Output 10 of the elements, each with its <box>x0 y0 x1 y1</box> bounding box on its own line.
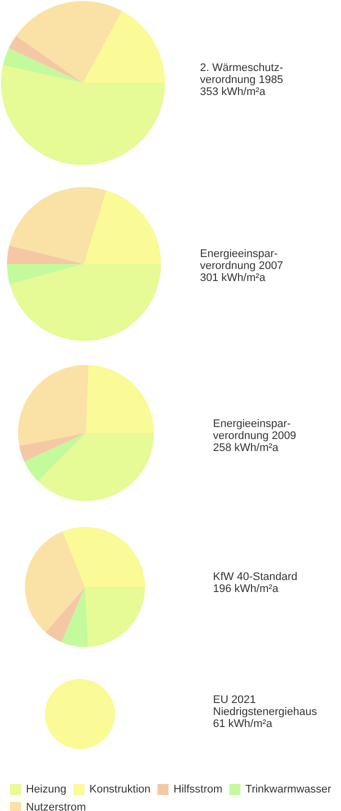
legend-label: Nutzerstrom <box>26 802 86 811</box>
slice-label: KfW 40-Standard 196 kWh/m²a <box>213 571 298 595</box>
legend-label: Heizung <box>26 784 66 796</box>
legend-label: Hilfsstrom <box>174 784 222 796</box>
slice-label: EU 2021 Niedrigstenergiehaus 61 kWh/m²a <box>213 694 318 730</box>
legend-label: Trinkwarmwasser <box>245 784 332 796</box>
legend-label: Konstruktion <box>89 784 151 796</box>
slice-label: Energieeinspar- verordnung 2009 258 kWh/m²a <box>213 418 296 454</box>
slice-label: 2. Wärmeschutz- verordnung 1985 353 kWh/m²a <box>200 62 284 98</box>
slice-label: Energieeinspar- verordnung 2007 301 kWh/m²a <box>200 248 284 284</box>
